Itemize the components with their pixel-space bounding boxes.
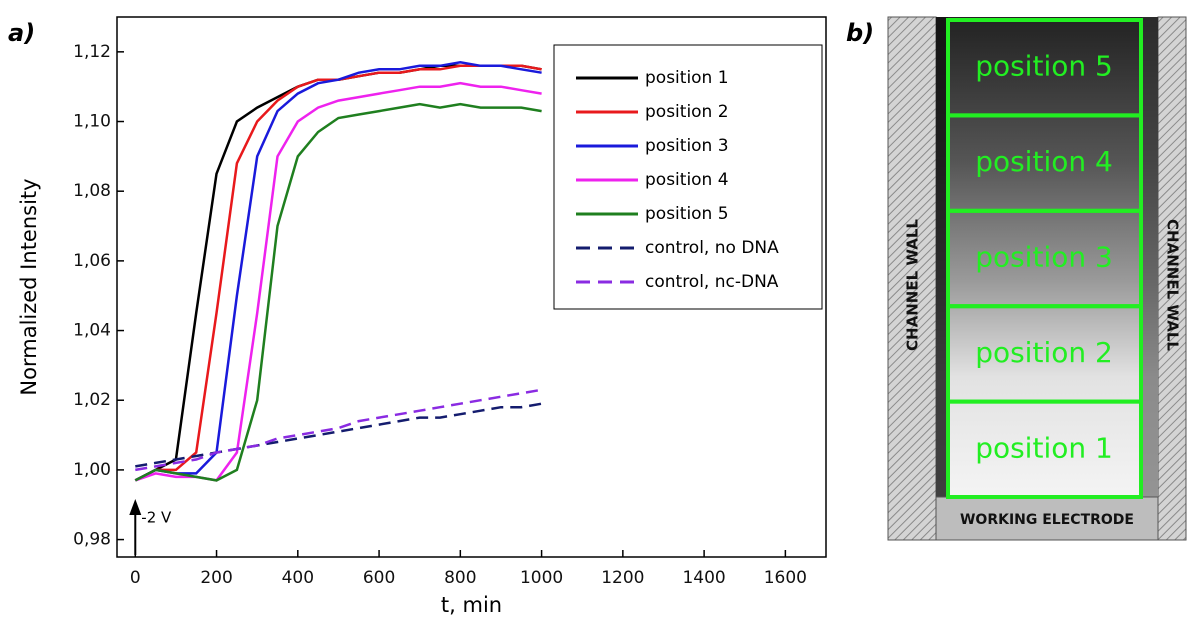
electrode-label: WORKING ELECTRODE	[960, 512, 1134, 528]
plot-frame	[116, 16, 827, 558]
y-tick-label: 1,02	[73, 390, 111, 410]
panel-label: b)	[846, 19, 874, 47]
region-label: position 4	[975, 145, 1113, 178]
x-tick-label: 1400	[682, 568, 725, 588]
x-tick-label: 1000	[520, 568, 563, 588]
y-tick-label: 1,04	[73, 321, 111, 341]
micrograph: WORKING ELECTRODE CHANNEL WALL CHANNEL W…	[887, 16, 1187, 541]
series-line	[134, 64, 542, 482]
legend-box	[553, 44, 823, 310]
y-tick-label: 1,06	[73, 251, 111, 271]
series-line	[134, 61, 542, 482]
wall-label: CHANNEL WALL	[1164, 219, 1182, 351]
channel	[936, 17, 1158, 497]
region-label: position 3	[975, 241, 1113, 274]
x-tick-label: 1600	[764, 568, 807, 588]
legend-label: position 3	[645, 136, 729, 156]
x-axis-title: t, min	[441, 593, 502, 617]
x-tick-label: 200	[200, 568, 232, 588]
series-line	[134, 102, 542, 482]
legend-label: position 4	[645, 170, 729, 190]
x-tick-label: 800	[444, 568, 476, 588]
series-line	[134, 81, 542, 482]
legend-label: position 1	[645, 68, 729, 88]
series-line	[135, 402, 542, 468]
legend-label: position 2	[645, 102, 729, 122]
series-line	[135, 388, 542, 472]
channel-wall	[887, 16, 937, 541]
channel-edge	[936, 17, 948, 497]
y-tick-label: 1,08	[73, 181, 111, 201]
region-label: position 2	[975, 336, 1113, 369]
panel-label: a)	[8, 19, 35, 47]
x-tick-label: 0	[130, 568, 141, 588]
x-tick-label: 1200	[601, 568, 644, 588]
y-tick-label: 1,10	[73, 112, 111, 132]
legend-label: control, nc-DNA	[645, 272, 779, 292]
electrode	[935, 496, 1159, 541]
region-box	[946, 399, 1143, 500]
region-label: position 5	[975, 50, 1113, 83]
channel-wall	[1157, 16, 1187, 541]
region-label: position 1	[975, 431, 1113, 464]
y-axis-title: Normalized Intensity	[17, 178, 41, 395]
y-tick-label: 1,00	[73, 460, 111, 480]
x-tick-label: 400	[282, 568, 314, 588]
y-tick-label: 0,98	[73, 530, 111, 550]
wall-label: CHANNEL WALL	[904, 219, 922, 351]
legend-label: control, no DNA	[645, 238, 779, 258]
x-tick-label: 600	[363, 568, 395, 588]
series-line	[134, 64, 542, 482]
y-tick-label: 1,12	[73, 42, 111, 62]
annotation-arrowhead	[129, 499, 142, 515]
channel-edge	[1142, 17, 1158, 497]
regions: position 5 position 4 position 3 position 2…	[946, 18, 1143, 500]
annotation: -2 V	[141, 509, 172, 527]
legend-label: position 5	[645, 204, 729, 224]
